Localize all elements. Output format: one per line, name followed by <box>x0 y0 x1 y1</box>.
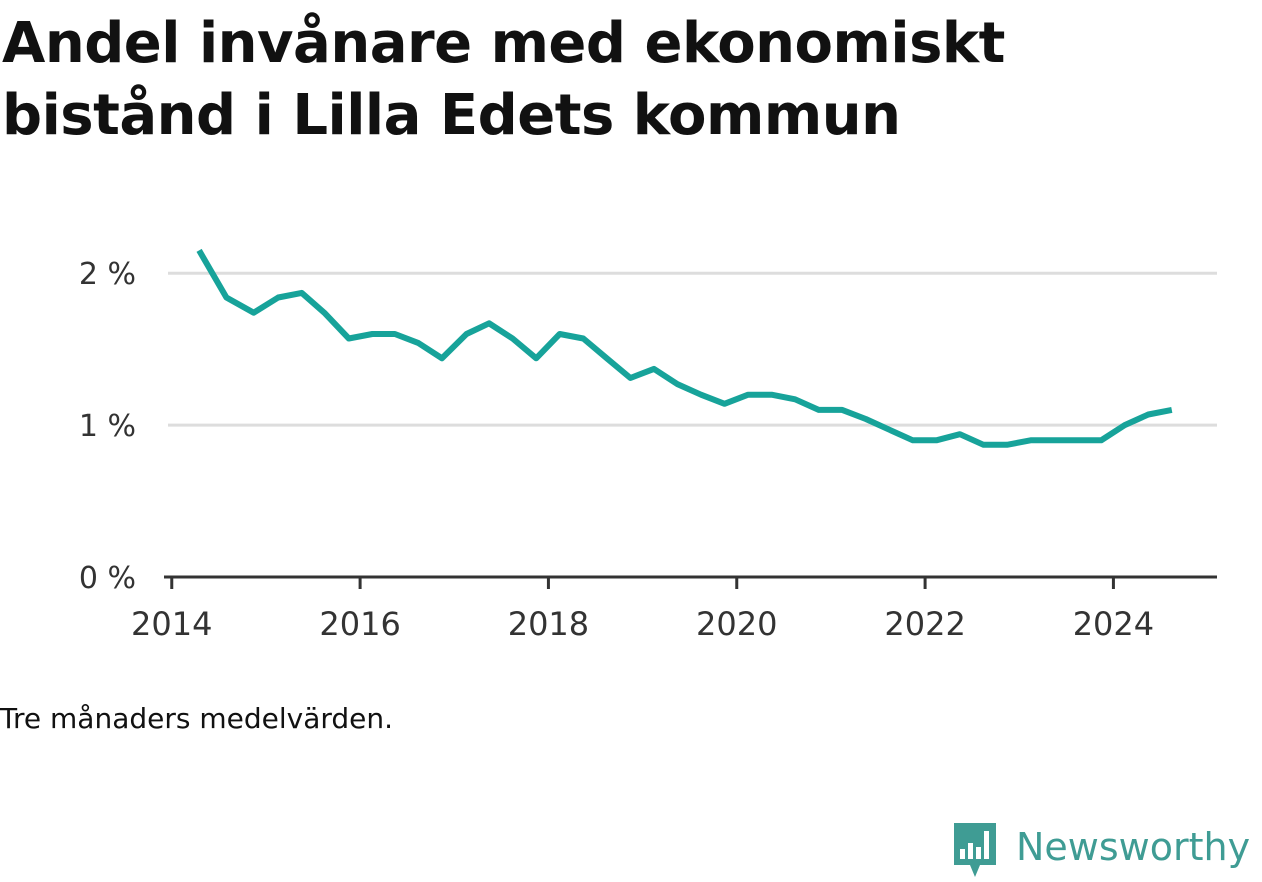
brand-name: Newsworthy <box>1016 825 1250 869</box>
x-tick-label: 2024 <box>1073 605 1154 643</box>
y-tick-label: 0 % <box>79 561 136 596</box>
x-tick-label: 2018 <box>508 605 589 643</box>
y-tick-label: 2 % <box>79 257 136 292</box>
chart-note: Tre månaders medelvärden. <box>0 702 393 735</box>
y-axis-labels: 0 % 1 % 2 % <box>79 257 136 596</box>
y-tick-label: 1 % <box>79 409 136 444</box>
x-axis-labels: 2014 2016 2018 2020 2022 2024 <box>131 605 1154 643</box>
newsworthy-logo-icon <box>950 819 1000 881</box>
x-tick-label: 2016 <box>319 605 400 643</box>
x-tick-label: 2022 <box>884 605 965 643</box>
series-layer <box>199 250 1172 444</box>
series-line <box>199 250 1172 444</box>
x-axis <box>164 577 1217 589</box>
x-tick-label: 2020 <box>696 605 777 643</box>
brand-logo[interactable]: Newsworthy <box>950 818 1250 882</box>
gridlines <box>168 273 1217 425</box>
x-tick-label: 2014 <box>131 605 212 643</box>
